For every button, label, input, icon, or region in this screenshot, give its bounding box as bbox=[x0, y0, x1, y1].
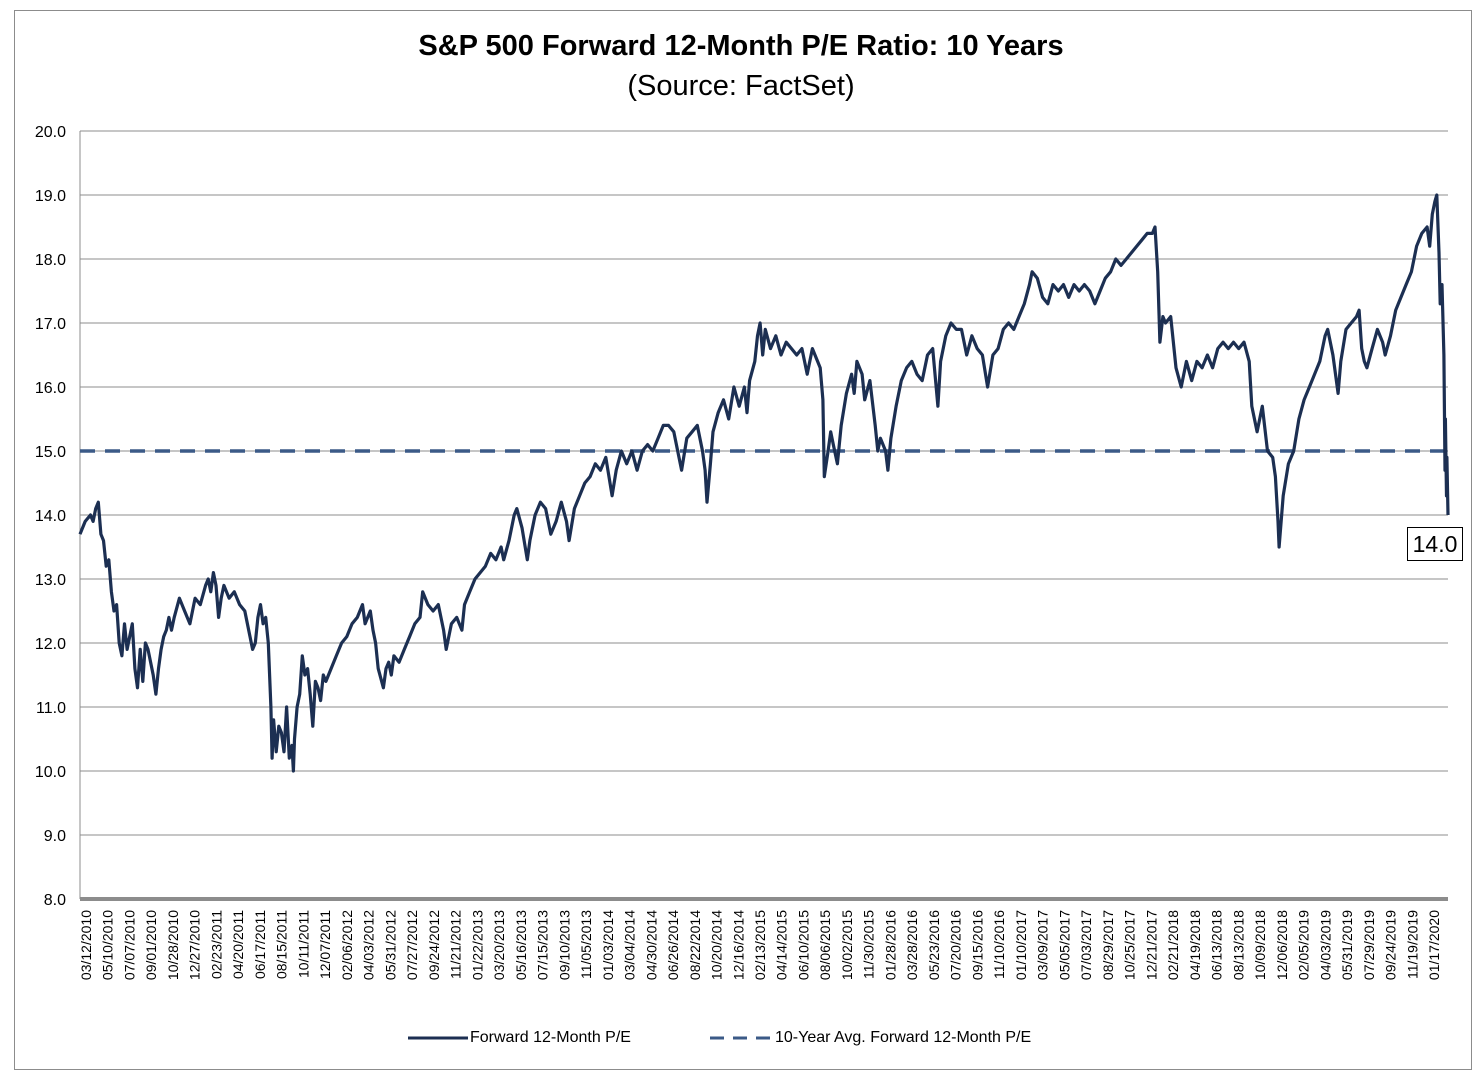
forward-pe-series-line bbox=[78, 193, 1450, 773]
x-tick-label: 10/25/2017 bbox=[1122, 910, 1138, 980]
x-tick-label: 06/13/2018 bbox=[1209, 910, 1225, 980]
y-tick-label: 20.0 bbox=[35, 124, 66, 141]
x-tick-label: 05/16/2013 bbox=[513, 910, 529, 980]
x-tick-label: 07/07/2010 bbox=[121, 910, 137, 980]
x-tick-label: 01/22/2013 bbox=[469, 910, 485, 980]
x-tick-label: 11/30/2015 bbox=[861, 910, 877, 979]
x-tick-label: 12/06/2018 bbox=[1274, 910, 1290, 980]
x-tick-label: 03/04/2014 bbox=[622, 910, 638, 980]
x-tick-label: 08/06/2015 bbox=[817, 910, 833, 980]
x-tick-label: 04/03/2019 bbox=[1317, 910, 1333, 980]
x-tick-label: 03/20/2013 bbox=[491, 910, 507, 980]
x-tick-label: 05/23/2016 bbox=[926, 910, 942, 980]
x-tick-label: 07/15/2013 bbox=[535, 910, 551, 980]
chart-subtitle: (Source: FactSet) bbox=[627, 70, 855, 102]
x-tick-label: 04/20/2011 bbox=[230, 910, 246, 979]
x-tick-label: 12/21/2017 bbox=[1143, 910, 1159, 980]
y-tick-label: 15.0 bbox=[35, 444, 66, 461]
x-tick-label: 08/29/2017 bbox=[1100, 910, 1116, 980]
y-tick-label: 12.0 bbox=[35, 636, 66, 653]
x-tick-label: 08/13/2018 bbox=[1230, 910, 1246, 980]
y-tick-label: 13.0 bbox=[35, 572, 66, 589]
x-tick-label: 07/03/2017 bbox=[1078, 910, 1094, 980]
x-tick-label: 11/05/2013 bbox=[578, 910, 594, 979]
x-tick-label: 01/17/2020 bbox=[1426, 910, 1442, 980]
y-tick-label: 19.0 bbox=[35, 188, 66, 205]
legend-label-forward-pe: Forward 12-Month P/E bbox=[470, 1029, 631, 1046]
x-tick-label: 10/20/2014 bbox=[709, 910, 725, 980]
x-tick-label: 09/10/2013 bbox=[556, 910, 572, 980]
y-tick-label: 17.0 bbox=[35, 316, 66, 333]
x-tick-label: 05/10/2010 bbox=[100, 910, 116, 980]
x-tick-label: 10/02/2015 bbox=[839, 910, 855, 980]
x-tick-label: 06/17/2011 bbox=[252, 910, 268, 979]
x-tick-label: 08/15/2011 bbox=[274, 910, 290, 979]
x-tick-label: 07/29/2019 bbox=[1361, 910, 1377, 980]
x-tick-label: 05/31/2019 bbox=[1339, 910, 1355, 980]
x-tick-label: 11/21/2012 bbox=[448, 910, 464, 979]
x-tick-label: 02/05/2019 bbox=[1296, 910, 1312, 980]
series-layer bbox=[78, 193, 1450, 773]
x-tick-label: 06/26/2014 bbox=[665, 910, 681, 980]
chart-title: S&P 500 Forward 12-Month P/E Ratio: 10 Y… bbox=[418, 30, 1064, 62]
x-tick-label: 09/24/2012 bbox=[426, 910, 442, 980]
x-tick-label: 08/22/2014 bbox=[687, 910, 703, 980]
x-tick-label: 03/12/2010 bbox=[78, 910, 94, 980]
x-tick-label: 03/28/2016 bbox=[904, 910, 920, 980]
x-tick-label: 11/10/2016 bbox=[991, 910, 1007, 979]
y-tick-label: 18.0 bbox=[35, 252, 66, 269]
chart-frame bbox=[14, 10, 1472, 1070]
y-tick-label: 8.0 bbox=[44, 892, 66, 909]
x-tick-label: 01/03/2014 bbox=[600, 910, 616, 980]
x-tick-label: 03/09/2017 bbox=[1035, 910, 1051, 980]
legend-dashed-line-swatch bbox=[710, 1036, 772, 1040]
x-tick-label: 01/28/2016 bbox=[882, 910, 898, 980]
x-tick-label: 02/21/2018 bbox=[1165, 910, 1181, 980]
x-tick-label: 05/05/2017 bbox=[1056, 910, 1072, 980]
x-tick-label: 09/01/2010 bbox=[143, 910, 159, 980]
y-tick-label: 10.0 bbox=[35, 764, 66, 781]
legend-label-ten-year-avg: 10-Year Avg. Forward 12-Month P/E bbox=[775, 1029, 1032, 1046]
end-value-label: 14.0 bbox=[1407, 527, 1463, 561]
x-tick-label: 07/27/2012 bbox=[404, 910, 420, 980]
x-axis: 03/12/2010 05/10/2010 07/07/2010 09/01/2010… bbox=[78, 910, 1442, 980]
x-tick-label: 05/31/2012 bbox=[382, 910, 398, 980]
y-tick-label: 16.0 bbox=[35, 380, 66, 397]
legend-solid-line-swatch bbox=[408, 1036, 468, 1040]
x-tick-label: 10/11/2011 bbox=[295, 910, 311, 978]
x-tick-label: 12/07/2011 bbox=[317, 910, 333, 979]
x-tick-label: 02/13/2015 bbox=[752, 910, 768, 980]
x-tick-label: 06/10/2015 bbox=[795, 910, 811, 980]
x-tick-label: 04/03/2012 bbox=[361, 910, 377, 980]
legend: Forward 12-Month P/E 10-Year Avg. Forwar… bbox=[0, 1026, 1482, 1050]
y-tick-label: 14.0 bbox=[35, 508, 66, 525]
x-tick-label: 10/09/2018 bbox=[1252, 910, 1268, 980]
x-tick-label: 09/15/2016 bbox=[969, 910, 985, 980]
x-tick-label: 02/06/2012 bbox=[339, 910, 355, 980]
x-tick-label: 12/16/2014 bbox=[730, 910, 746, 980]
x-tick-label: 11/19/2019 bbox=[1404, 910, 1420, 979]
x-tick-label: 09/24/2019 bbox=[1383, 910, 1399, 980]
x-tick-label: 04/30/2014 bbox=[643, 910, 659, 980]
x-tick-label: 04/19/2018 bbox=[1187, 910, 1203, 980]
y-tick-label: 9.0 bbox=[44, 828, 66, 845]
y-axis: 20.0 19.0 18.0 17.0 16.0 15.0 14.0 13.0 12.0 11.0… bbox=[35, 124, 66, 909]
grid-layer bbox=[79, 130, 1448, 901]
x-tick-label: 07/20/2016 bbox=[948, 910, 964, 980]
x-tick-label: 02/23/2011 bbox=[208, 910, 224, 979]
x-tick-label: 10/28/2010 bbox=[165, 910, 181, 980]
y-tick-label: 11.0 bbox=[36, 700, 66, 717]
x-tick-label: 04/14/2015 bbox=[774, 910, 790, 980]
x-tick-label: 01/10/2017 bbox=[1013, 910, 1029, 980]
x-tick-label: 12/27/2010 bbox=[187, 910, 203, 980]
